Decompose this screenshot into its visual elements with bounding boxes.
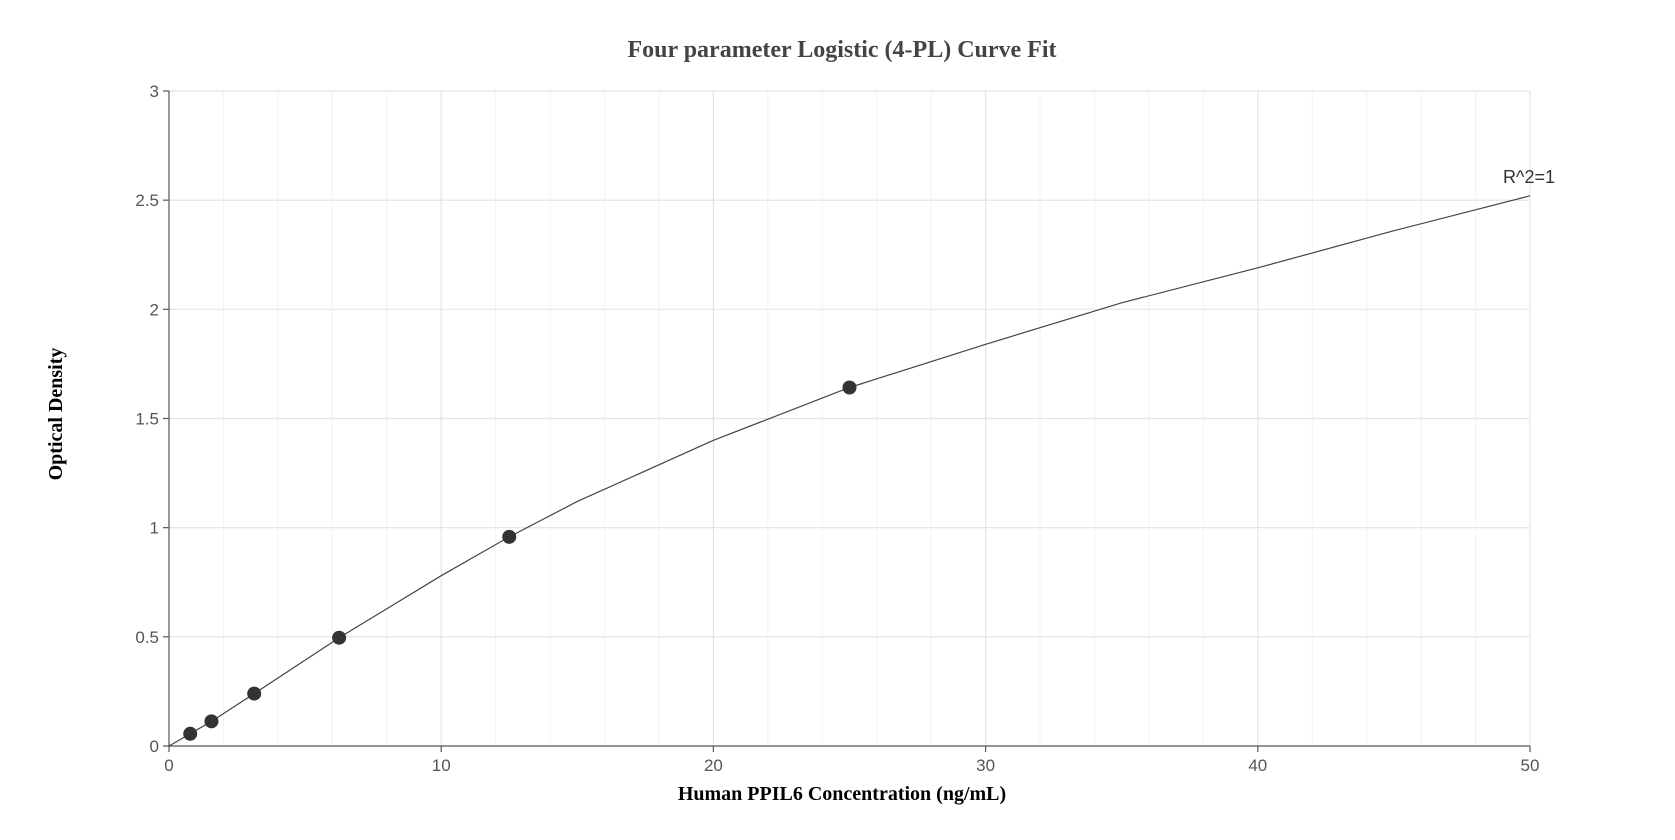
data-point [502, 529, 517, 544]
y-tick-label: 3 [150, 82, 159, 101]
y-tick-label: 0.5 [135, 628, 159, 647]
chart-title: Four parameter Logistic (4-PL) Curve Fit [627, 37, 1056, 63]
data-point [183, 726, 198, 741]
y-tick-label: 1 [150, 519, 159, 538]
y-axis-title: Optical Density [45, 348, 67, 481]
axes [163, 90, 1531, 752]
x-tick-label: 50 [1521, 756, 1540, 775]
tick-labels: 0 10 20 30 40 50 0 0.5 1 1.5 2 2.5 3 [135, 82, 1539, 775]
y-tick-label: 0 [150, 737, 159, 756]
fit-curve [168, 195, 1531, 747]
y-tick-label: 2 [150, 300, 159, 319]
grid [169, 90, 1531, 746]
x-tick-label: 40 [1248, 756, 1267, 775]
x-tick-label: 0 [164, 756, 173, 775]
data-point [247, 686, 262, 701]
x-tick-label: 30 [976, 756, 995, 775]
data-points [183, 380, 857, 741]
data-point [842, 380, 857, 395]
y-tick-label: 2.5 [135, 191, 159, 210]
x-axis-title: Human PPIL6 Concentration (ng/mL) [678, 783, 1006, 805]
fit-curve-layer [168, 195, 1531, 747]
data-point [204, 714, 219, 729]
x-tick-label: 10 [432, 756, 451, 775]
data-point [332, 630, 347, 645]
r-squared-annotation: R^2=1 [1503, 167, 1555, 187]
y-tick-label: 1.5 [135, 410, 159, 429]
x-tick-label: 20 [704, 756, 723, 775]
